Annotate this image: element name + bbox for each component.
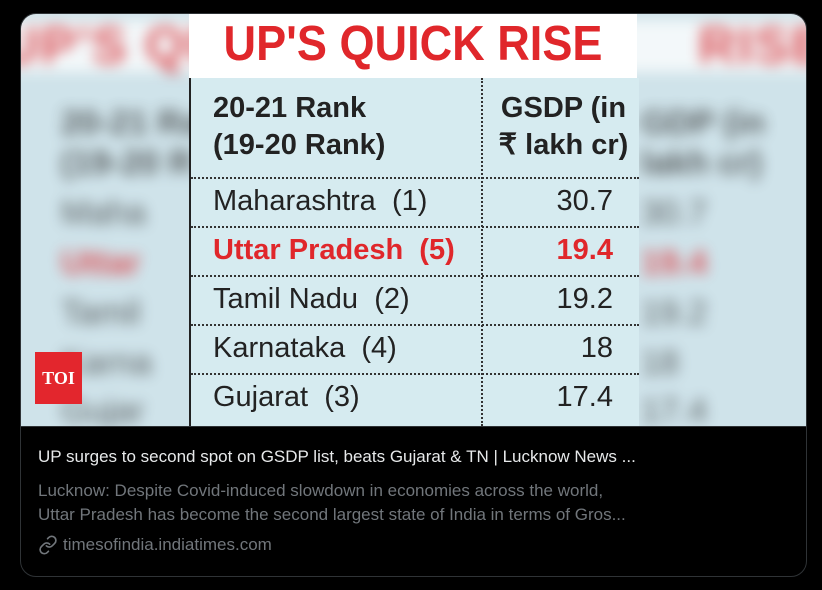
source-link[interactable]: timesofindia.indiatimes.com [38,535,272,555]
table-row: Gujarat (3) 17.4 [191,373,639,424]
table-row: Maharashtra (1) 30.7 [191,177,639,228]
link-preview-text[interactable]: UP surges to second spot on GSDP list, b… [21,426,806,576]
header-gsdp: GSDP (in ₹ lakh cr) [498,92,629,161]
article-headline[interactable]: UP surges to second spot on GSDP list, b… [38,447,636,466]
link-icon [39,535,57,555]
gsdp-table: 20-21 Rank (19-20 Rank) GSDP (in ₹ lakh … [189,78,639,426]
toi-logo: TOI [35,352,82,404]
article-description: Lucknow: Despite Covid-induced slowdown … [38,481,626,524]
link-preview-card[interactable]: UP'S QUICK RISE RISE 20-21 Rank (19-20 R… [20,13,807,577]
table-row: Karnataka (4) 18 [191,324,639,375]
preview-image[interactable]: UP'S QUICK RISE RISE 20-21 Rank (19-20 R… [21,14,806,426]
header-rank: 20-21 Rank (19-20 Rank) [213,92,386,161]
source-domain[interactable]: timesofindia.indiatimes.com [63,535,272,554]
table-row: Tamil Nadu (2) 19.2 [191,275,639,326]
infographic: UP'S QUICK RISE 20-21 Rank (19-20 Rank) … [189,14,639,426]
table-row-highlight: Uttar Pradesh (5) 19.4 [191,226,639,277]
infographic-title: UP'S QUICK RISE [206,14,620,74]
